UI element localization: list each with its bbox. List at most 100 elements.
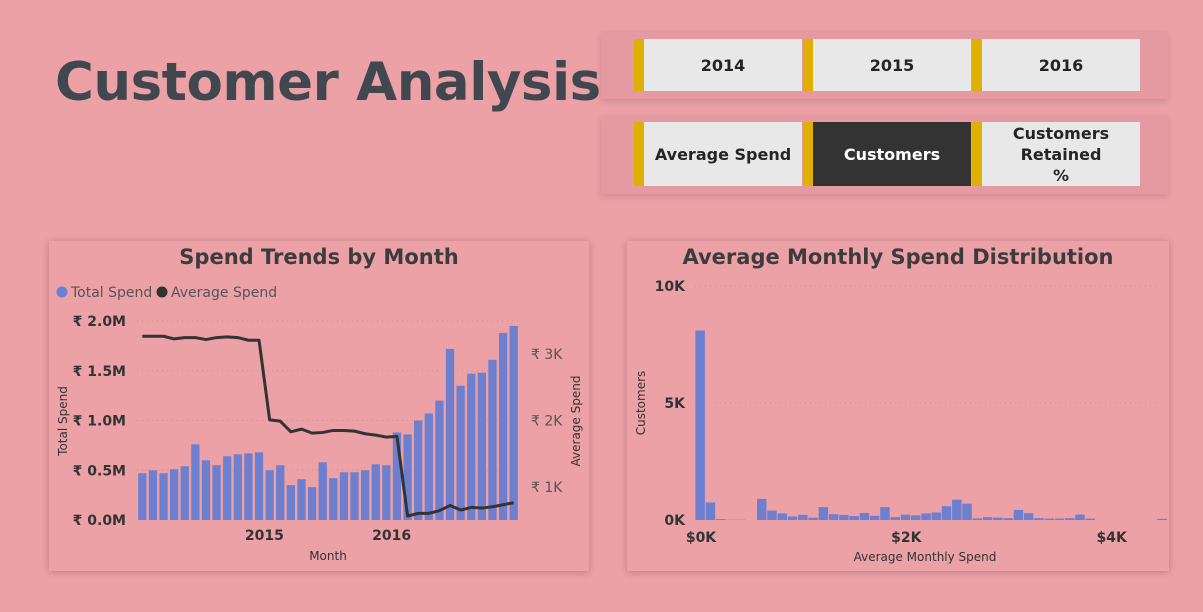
- page-title: Customer Analysis: [55, 52, 601, 113]
- bar: [170, 469, 179, 520]
- histogram-bar: [880, 507, 890, 520]
- histogram-bar: [839, 514, 849, 520]
- histogram-bar: [1085, 518, 1095, 520]
- bar: [307, 487, 317, 520]
- year-2014-button[interactable]: 2014: [634, 39, 802, 91]
- histogram-bar: [952, 499, 962, 520]
- histogram-bar: [808, 517, 818, 520]
- histogram-bar: [962, 503, 972, 520]
- legend-marker-total-spend: [56, 286, 68, 298]
- x-tick-label: $4K: [1096, 530, 1127, 546]
- bar: [244, 453, 253, 520]
- bar: [138, 473, 147, 520]
- customers-retained-button[interactable]: Customers Retained %: [972, 122, 1140, 186]
- y-axis-title: Customers: [634, 371, 648, 436]
- histogram-bar: [931, 512, 941, 520]
- bar: [403, 434, 412, 520]
- bar: [254, 452, 264, 520]
- histogram-bar: [849, 516, 859, 520]
- bar: [424, 413, 433, 520]
- year-2015-button[interactable]: 2015: [803, 39, 971, 91]
- histogram-bar: [1075, 514, 1085, 520]
- bar: [467, 373, 476, 520]
- histogram-bar: [695, 330, 705, 520]
- bar: [477, 372, 486, 520]
- histogram-bar: [900, 514, 911, 520]
- y-tick-label: ₹ 1.0M: [73, 414, 126, 430]
- bar: [392, 432, 402, 520]
- spend-trends-chart: Total Spend Average Spend ₹ 0.0M ₹ 0.5M ₹ 1.…: [56, 285, 583, 563]
- x-axis-title: Month: [309, 549, 347, 563]
- legend-marker-average-spend: [156, 286, 168, 298]
- bar: [509, 325, 518, 520]
- bar: [435, 400, 444, 520]
- legend-label-average-spend: Average Spend: [171, 285, 277, 301]
- bar: [148, 470, 158, 520]
- y2-axis-title: Average Spend: [569, 376, 583, 467]
- y-tick-label: 10K: [655, 279, 686, 295]
- histogram-bar: [869, 515, 880, 520]
- y-tick-label: ₹ 2.0M: [73, 314, 126, 330]
- histogram-bar: [828, 514, 839, 520]
- bar: [286, 485, 295, 520]
- histogram-bar: [787, 516, 798, 520]
- y2-tick-label: ₹ 2K: [531, 414, 563, 430]
- histogram-bar: [777, 513, 787, 520]
- metric-slicer: Average Spend Customers Customers Retain…: [601, 115, 1168, 194]
- bar: [159, 473, 168, 520]
- histogram-bar: [1157, 518, 1167, 520]
- spend-distribution-title: Average Monthly Spend Distribution: [682, 245, 1114, 269]
- bar: [350, 472, 359, 520]
- legend-label-total-spend: Total Spend: [70, 285, 152, 301]
- y-tick-label: 5K: [664, 396, 686, 412]
- bar: [265, 470, 274, 520]
- histogram-bar: [1023, 513, 1034, 520]
- histogram-bar: [1054, 518, 1065, 520]
- histogram-bar: [911, 515, 921, 520]
- bar: [212, 465, 221, 520]
- histogram-bar: [1003, 518, 1013, 520]
- histogram-bar: [767, 510, 777, 520]
- year-2016-button[interactable]: 2016: [972, 39, 1140, 91]
- bar: [297, 479, 306, 520]
- bar: [361, 470, 370, 520]
- histogram-bar: [715, 519, 726, 520]
- bar: [445, 348, 455, 520]
- spend-distribution-card: Average Monthly Spend Distribution 0K 5K 1…: [627, 241, 1169, 571]
- spend-trends-card: Spend Trends by Month Total Spend Average…: [49, 241, 589, 571]
- bar: [180, 466, 189, 520]
- x-tick-label: 2016: [372, 528, 411, 544]
- customers-button[interactable]: Customers: [803, 122, 971, 186]
- bar: [371, 464, 380, 520]
- histogram-bar: [798, 514, 808, 520]
- histogram-bar: [993, 517, 1003, 520]
- average-spend-button[interactable]: Average Spend: [634, 122, 802, 186]
- year-slicer: 2014 2015 2016: [601, 31, 1168, 99]
- bar: [329, 478, 338, 520]
- bar: [223, 456, 232, 520]
- histogram-bar: [1065, 518, 1075, 520]
- bar: [414, 420, 423, 520]
- x-tick-label: 2015: [245, 528, 284, 544]
- histogram-bar: [972, 518, 983, 520]
- spend-trends-title: Spend Trends by Month: [179, 245, 459, 269]
- histogram-bar: [859, 512, 870, 520]
- histogram-bar: [941, 506, 952, 520]
- x-axis-title: Average Monthly Spend: [854, 550, 997, 564]
- histogram-bar: [757, 498, 767, 520]
- bar: [339, 472, 349, 520]
- histogram-bar: [1044, 518, 1054, 520]
- histogram-bar: [705, 502, 716, 520]
- y-tick-label: 0K: [664, 513, 686, 529]
- bar: [191, 444, 200, 520]
- histogram-bar: [890, 517, 900, 520]
- y-tick-label: ₹ 1.5M: [73, 364, 126, 380]
- bar: [201, 460, 211, 520]
- y2-tick-label: ₹ 3K: [531, 347, 563, 363]
- histogram-bar: [818, 507, 829, 520]
- histogram-bar: [982, 517, 993, 520]
- histogram-bar: [1034, 518, 1044, 520]
- y-axis-title: Total Spend: [56, 386, 70, 457]
- bar: [456, 385, 465, 520]
- y-tick-label: ₹ 0.5M: [73, 463, 126, 479]
